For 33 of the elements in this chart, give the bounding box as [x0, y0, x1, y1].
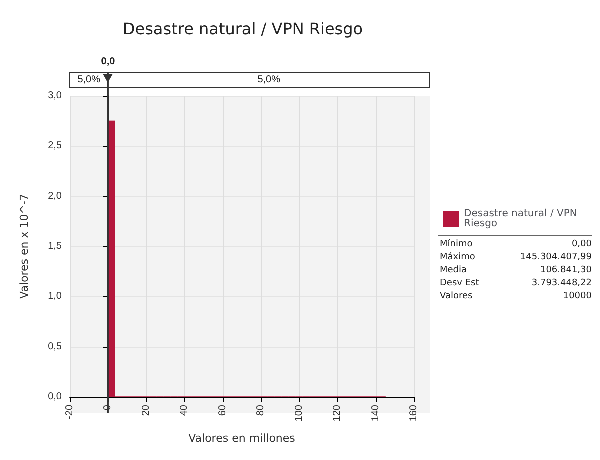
legend-label: Desastre natural / VPN Riesgo — [464, 208, 581, 230]
x-tick-label: 80 — [256, 404, 267, 416]
text: 3.793.448,22 — [532, 278, 592, 288]
x-tick-label: 40 — [179, 404, 190, 416]
y-tick-label: 0,5 — [48, 341, 62, 352]
x-tick-label: 60 — [217, 404, 228, 416]
y-axis-title: Valores en x 10^-7 — [18, 194, 31, 299]
x-tick-label: 100 — [294, 404, 305, 422]
y-tick-label: 2,5 — [48, 140, 62, 152]
text: 10000 — [563, 292, 592, 302]
x-tick-label: -20 — [64, 404, 76, 420]
text: 106.841,30 — [540, 266, 592, 276]
ref-line-label: 0,0 — [101, 56, 116, 68]
text: 5,0% — [78, 74, 101, 86]
chart-title: Desastre natural / VPN Riesgo — [122, 20, 364, 38]
y-tick-label: 2,0 — [48, 190, 62, 202]
x-tick-label: 140 — [370, 404, 382, 422]
text: Media — [440, 266, 468, 276]
text: Mínimo — [440, 238, 474, 250]
text: 145.304.407,99 — [520, 252, 592, 262]
text: Valores — [440, 292, 474, 302]
x-tick-label: 20 — [140, 404, 152, 416]
x-tick-label: 120 — [332, 404, 344, 422]
y-tick-label: 1,0 — [48, 291, 62, 302]
x-axis-title: Valores en millones — [188, 432, 296, 445]
y-tick-label: 3,0 — [48, 90, 62, 102]
text: 0,00 — [572, 240, 592, 250]
x-tick-label: 160 — [408, 404, 420, 422]
text: Máximo — [440, 252, 476, 262]
y-tick-label: 1,5 — [48, 241, 62, 252]
text: Desv Est — [440, 278, 480, 288]
text: 5,0% — [258, 74, 281, 86]
y-tick-label: 0,0 — [48, 392, 62, 402]
